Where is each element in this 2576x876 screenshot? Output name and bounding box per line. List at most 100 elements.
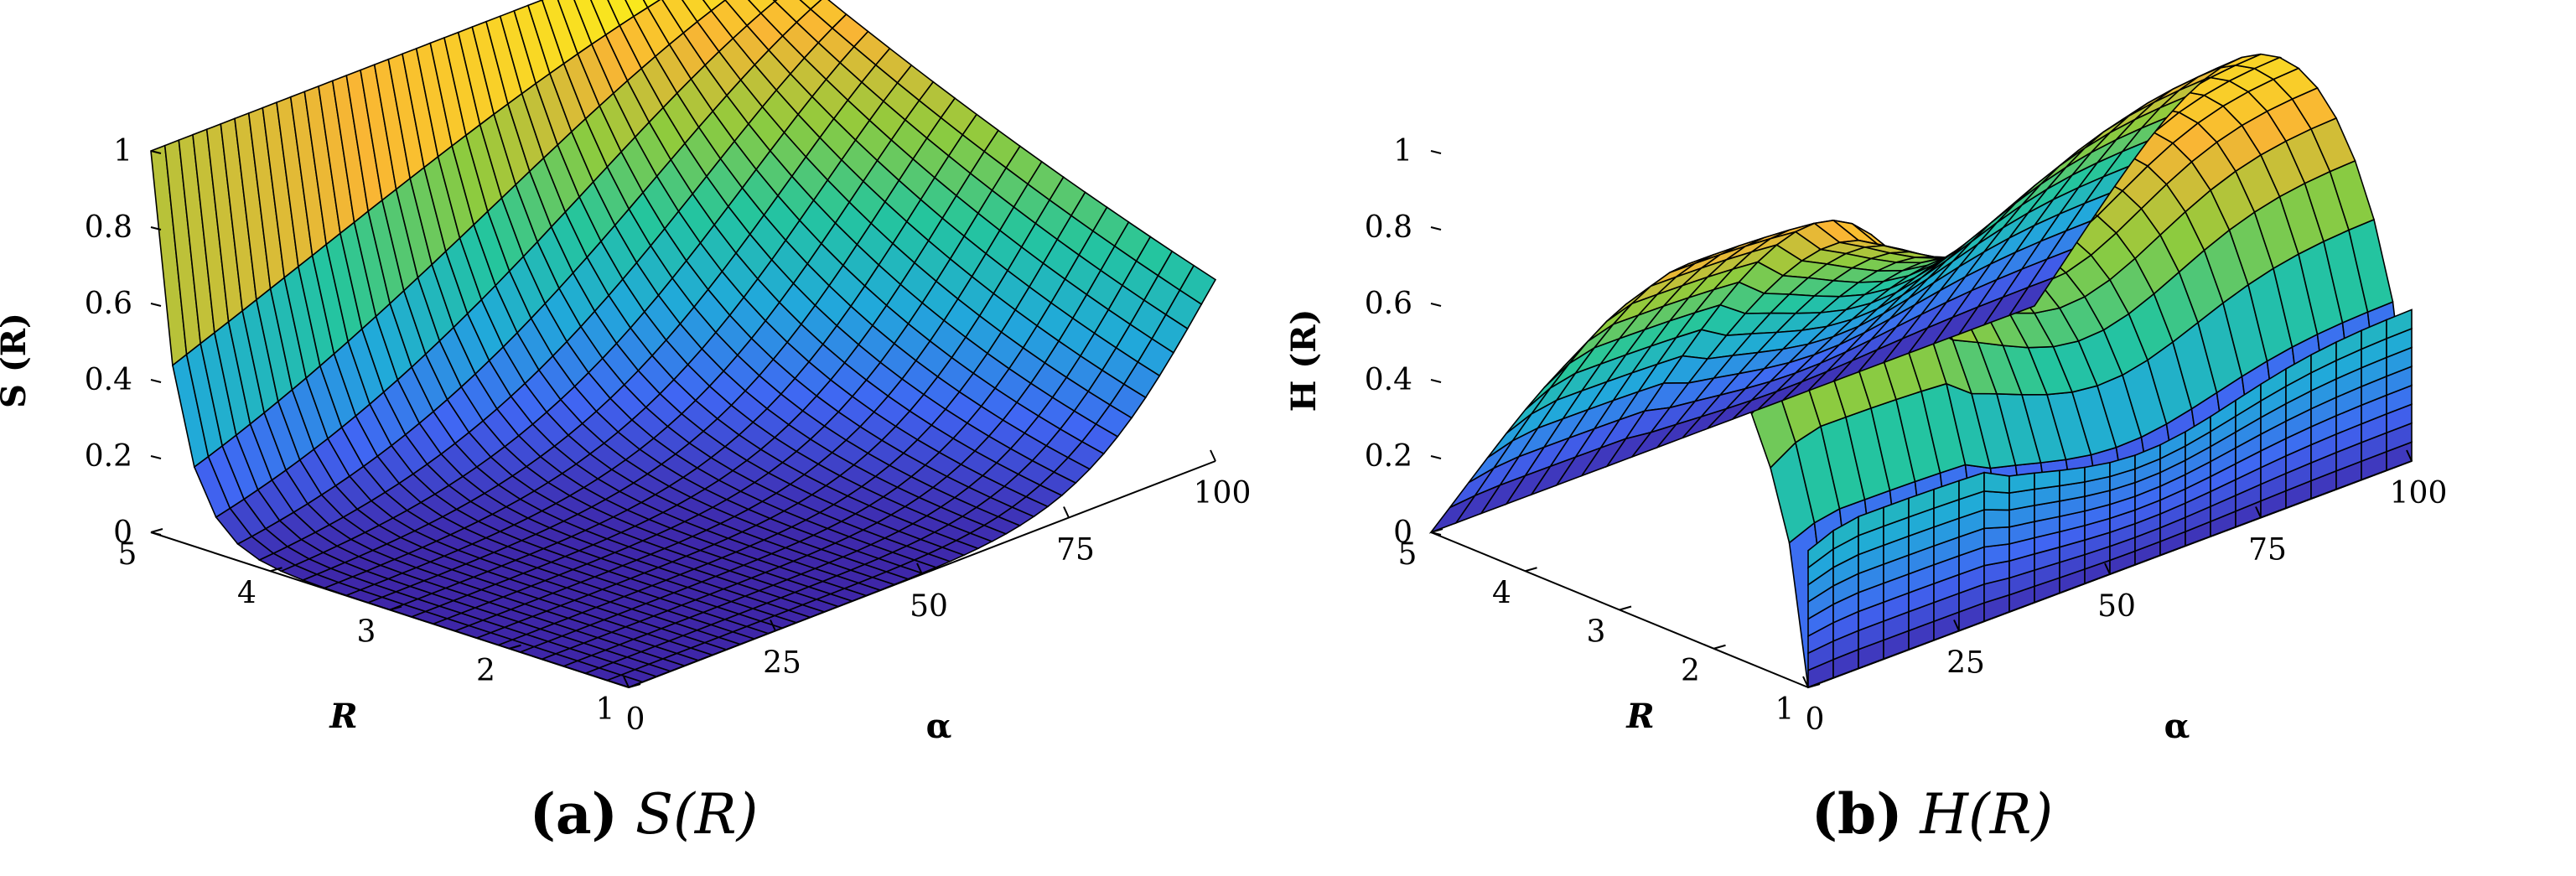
- surface-patch: [682, 0, 713, 23]
- z-tick-label: 0.6: [1365, 287, 1412, 321]
- r-axis-label: R: [1625, 697, 1654, 736]
- z-tick-mark: [150, 455, 162, 459]
- surface-mesh: [1428, 53, 2413, 689]
- surface-patch: [748, 0, 776, 14]
- z-tick-mark: [150, 379, 162, 383]
- z-tick-mark: [1430, 226, 1442, 231]
- alpha-axis-label: α: [926, 707, 952, 746]
- surface-patch: [646, 0, 685, 46]
- surface-plot-b: 00.20.40.60.81123450255075100H (R)Rα: [1288, 53, 2448, 746]
- r-tick-label: 5: [1398, 537, 1418, 572]
- skirt-patch: [1983, 471, 2010, 494]
- alpha-tick-mark: [2255, 506, 2262, 518]
- alpha-axis-label: α: [2164, 707, 2190, 746]
- surface-patch: [642, 0, 661, 9]
- alpha-tick-label: 75: [2248, 533, 2287, 568]
- surface-patch: [710, 0, 749, 39]
- surface-patch: [661, 0, 698, 34]
- caption-letter: (b): [1811, 781, 1903, 847]
- surface-patch: [527, 0, 565, 75]
- r-tick-label: 3: [1587, 615, 1606, 650]
- skirt-patch: [1983, 542, 2010, 567]
- alpha-tick-label: 25: [1946, 646, 1985, 681]
- z-tick-label: 0: [113, 516, 132, 550]
- surface-mesh: [150, 0, 1217, 688]
- alpha-tick-label: 100: [1194, 476, 1252, 511]
- surface-patch: [702, 0, 727, 12]
- z-tick-mark: [1430, 150, 1442, 154]
- z-tick-mark: [1430, 379, 1442, 383]
- r-tick-mark: [1619, 605, 1632, 611]
- z-tick-mark: [1430, 303, 1442, 307]
- caption-math: H(R): [1920, 782, 2054, 847]
- panel-a: 00.20.40.60.81123450255075100S (R)Rα (a)…: [0, 0, 1288, 847]
- alpha-tick-mark: [1953, 619, 1960, 631]
- skirt-patch: [1983, 526, 2010, 548]
- caption-b: (b) H(R): [1288, 781, 2576, 847]
- r-tick-label: 1: [596, 692, 615, 727]
- surface-patch: [625, 0, 649, 18]
- surface-patch: [772, 0, 778, 3]
- r-tick-mark: [389, 605, 402, 611]
- r-tick-mark: [150, 528, 163, 533]
- surface-patch: [557, 0, 593, 55]
- alpha-tick-label: 25: [763, 646, 801, 681]
- z-tick-label: 0.4: [1365, 363, 1412, 397]
- skirt-patch: [1983, 509, 2010, 530]
- alpha-tick-mark: [2406, 449, 2413, 462]
- skirt-patch: [2008, 472, 2035, 495]
- z-tick-mark: [150, 150, 162, 154]
- alpha-tick-mark: [2104, 562, 2111, 575]
- surface-patch: [774, 0, 812, 23]
- z-tick-label: 0.6: [85, 287, 132, 321]
- caption-letter: (a): [529, 781, 618, 847]
- alpha-tick-mark: [1802, 676, 1809, 688]
- z-tick-label: 0.4: [85, 363, 132, 397]
- panel-b: 00.20.40.60.81123450255075100H (R)Rα (b)…: [1288, 0, 2576, 876]
- z-tick-label: 0.2: [85, 439, 132, 474]
- alpha-tick-mark: [1063, 506, 1070, 518]
- skirt-patch: [2034, 469, 2060, 490]
- surface-patch: [607, 0, 635, 27]
- r-tick-label: 4: [237, 576, 257, 610]
- r-axis-label: R: [329, 697, 357, 736]
- alpha-tick-mark: [623, 676, 630, 688]
- surface-patch: [541, 0, 579, 65]
- skirt-patch: [2059, 466, 2086, 487]
- z-axis-label: S (R): [0, 313, 34, 408]
- skirt-patch: [2386, 308, 2413, 340]
- r-tick-label: 4: [1492, 576, 1511, 610]
- r-tick-mark: [1430, 528, 1443, 533]
- surface-patch: [809, 0, 847, 29]
- z-tick-mark: [150, 303, 162, 307]
- z-axis-label: H (R): [1288, 309, 1324, 412]
- surface-skirt: [1807, 308, 2413, 689]
- r-tick-mark: [1525, 567, 1537, 573]
- alpha-tick-mark: [770, 619, 776, 631]
- alpha-tick-mark: [916, 562, 923, 575]
- skirt-patch: [1983, 490, 2010, 511]
- caption-a: (a) S(R): [0, 781, 1288, 847]
- surface-patch: [2007, 276, 2055, 317]
- z-tick-label: 0.8: [1365, 210, 1412, 245]
- z-tick-label: 0: [1393, 516, 1412, 550]
- alpha-tick-label: 0: [626, 702, 645, 737]
- surface-plot-a: 00.20.40.60.81123450255075100S (R)Rα: [0, 0, 1252, 746]
- alpha-tick-label: 75: [1056, 533, 1095, 568]
- z-tick-label: 1: [1393, 134, 1412, 168]
- r-tick-label: 3: [357, 615, 376, 650]
- z-tick-mark: [1430, 455, 1442, 459]
- alpha-tick-mark: [1210, 449, 1216, 462]
- surface-patch: [573, 0, 607, 45]
- caption-math: S(R): [635, 782, 759, 847]
- r-tick-label: 1: [1775, 692, 1795, 727]
- z-tick-label: 1: [113, 134, 132, 168]
- alpha-tick-label: 50: [2097, 589, 2136, 624]
- r-tick-mark: [270, 567, 282, 573]
- z-tick-mark: [150, 226, 162, 231]
- alpha-tick-label: 0: [1806, 702, 1825, 737]
- z-tick-label: 0.2: [1365, 439, 1412, 474]
- alpha-tick-label: 100: [2390, 476, 2448, 511]
